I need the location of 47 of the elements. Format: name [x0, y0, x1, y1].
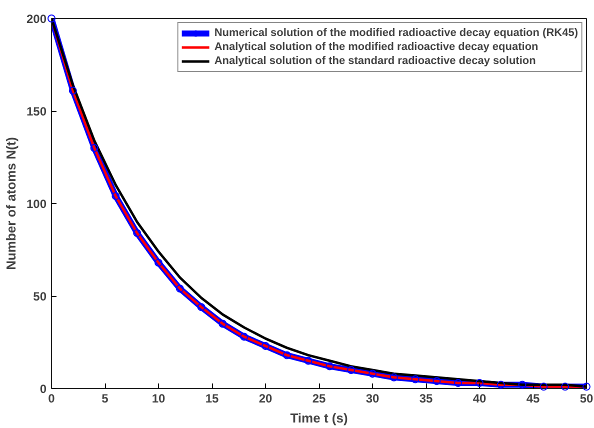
x-tick-label: 50: [580, 392, 594, 406]
legend-label: Numerical solution of the modified radioactive decay equation (RK45): [214, 26, 578, 40]
point: [68, 86, 77, 95]
x-tick-label: 10: [152, 392, 166, 406]
point: [176, 284, 184, 293]
y-tick-label: 100: [26, 197, 47, 211]
point: [218, 320, 227, 328]
point: [540, 382, 548, 391]
legend-label: Analytical solution of the modified radioactive decay equation: [214, 40, 538, 54]
point: [432, 377, 441, 386]
point: [90, 144, 98, 152]
x-tick-label: 40: [472, 392, 486, 406]
point: [48, 14, 56, 22]
x-tick-label: 45: [526, 392, 540, 406]
x-tick-label: 30: [366, 392, 380, 406]
point: [112, 192, 120, 200]
point: [476, 378, 484, 387]
point: [326, 362, 334, 370]
point: [368, 370, 376, 378]
point: [133, 229, 142, 238]
point: [262, 342, 270, 350]
point: [390, 373, 398, 382]
legend-label: Analytical solution of the standard radioactive decay solution: [214, 54, 536, 68]
y-tick-label: 200: [26, 12, 47, 26]
point: [197, 303, 206, 312]
point: [518, 380, 526, 389]
point: [282, 351, 291, 360]
x-tick-label: 25: [312, 392, 326, 406]
x-tick-label: 35: [419, 392, 433, 406]
point: [496, 380, 505, 389]
x-tick-label: 5: [102, 392, 109, 406]
point: [454, 378, 462, 387]
x-tick-label: 0: [48, 392, 56, 406]
point: [154, 258, 162, 267]
point: [240, 332, 248, 341]
point: [582, 382, 590, 391]
y-axis-title: Number of atoms N(t): [3, 137, 18, 270]
y-tick-label: 50: [33, 290, 47, 304]
x-tick-label: 15: [205, 392, 219, 406]
point: [304, 356, 312, 365]
point: [411, 375, 420, 384]
x-axis-title: Time t (s): [290, 410, 348, 426]
y-tick-label: 150: [26, 104, 47, 118]
point: [347, 366, 356, 374]
y-tick-label: 0: [40, 382, 47, 396]
point: [561, 382, 570, 391]
x-tick-label: 20: [258, 392, 272, 406]
